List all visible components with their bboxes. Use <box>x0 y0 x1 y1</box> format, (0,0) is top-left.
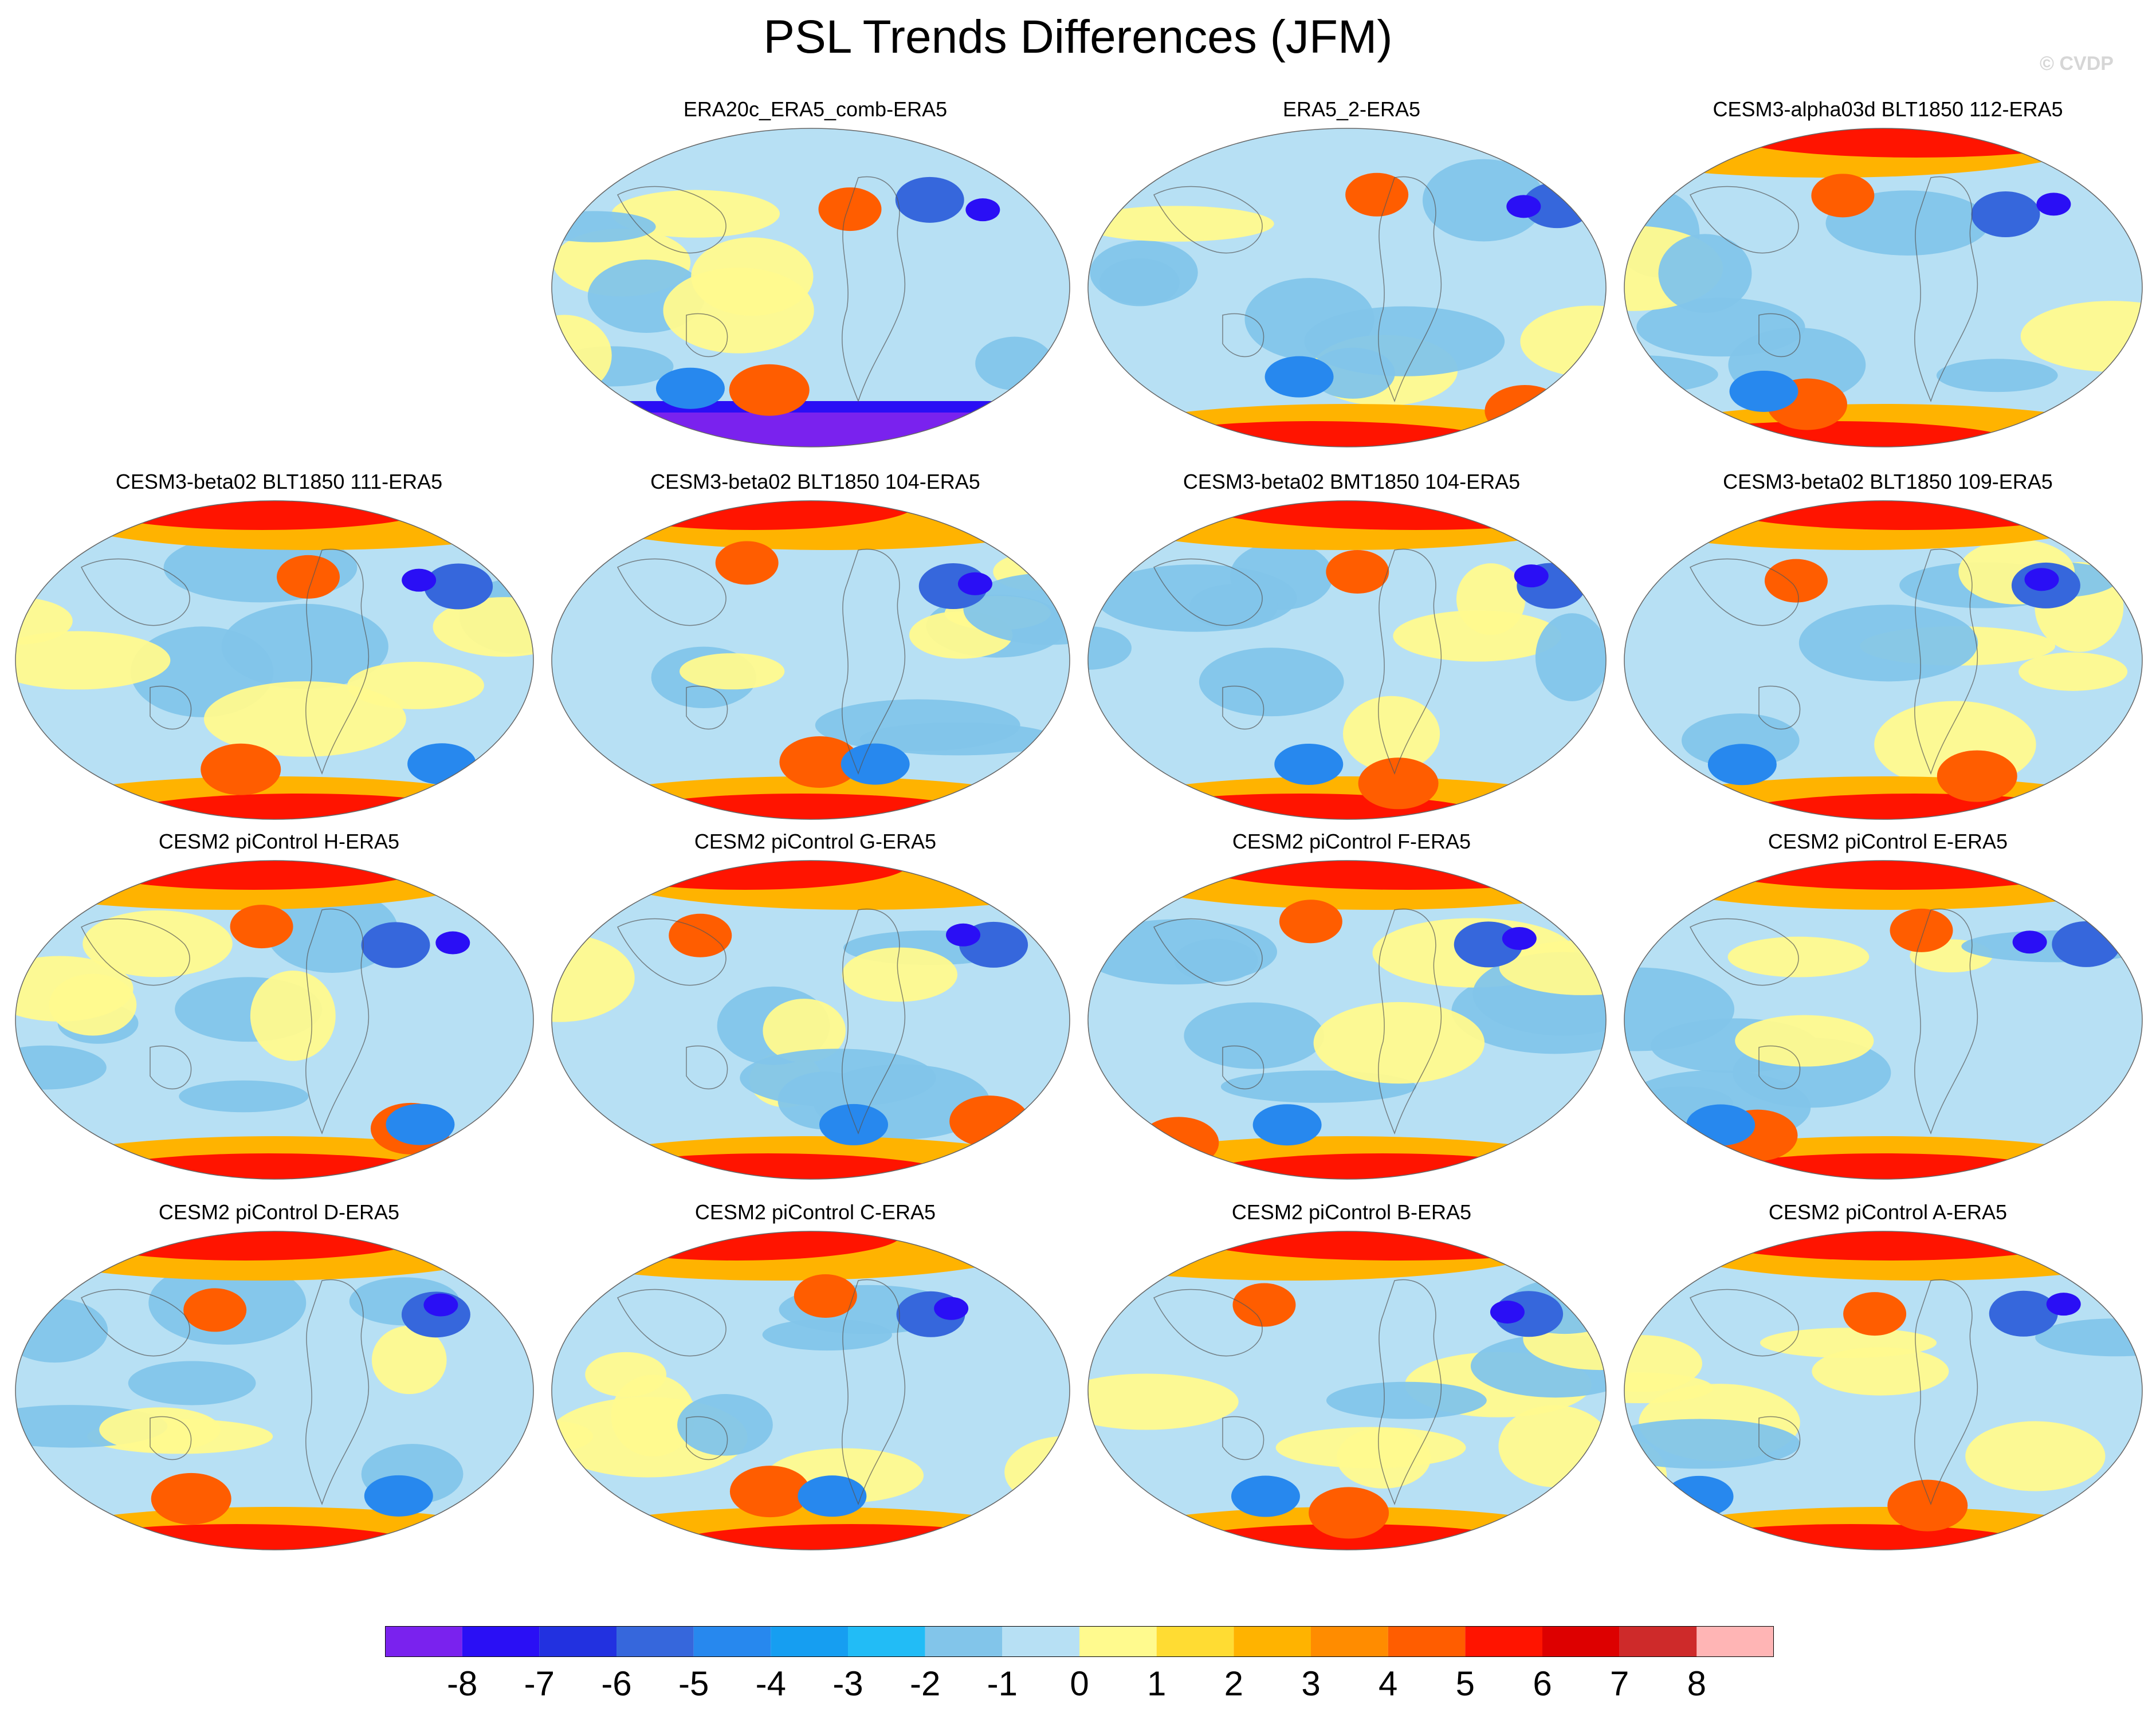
colorbar-swatch <box>693 1626 771 1657</box>
watermark: © CVDP <box>2040 53 2114 74</box>
colorbar-tick-label: -1 <box>987 1664 1018 1703</box>
map-field <box>1087 128 1607 447</box>
colorbar-tick-label: 6 <box>1533 1664 1552 1703</box>
colorbar-swatch <box>925 1626 1003 1657</box>
colorbar-swatch <box>848 1626 925 1657</box>
colorbar-swatch <box>1311 1626 1388 1657</box>
colorbar-tick-label: 8 <box>1687 1664 1707 1703</box>
colorbar-tick-label: 7 <box>1609 1664 1629 1703</box>
map-field <box>551 500 1070 820</box>
map-field <box>1087 500 1607 820</box>
map-field <box>1087 1231 1607 1550</box>
colorbar-swatch <box>1696 1626 1774 1657</box>
colorbar-tick-label: 5 <box>1455 1664 1475 1703</box>
colorbar-swatch <box>1465 1626 1542 1657</box>
colorbar-tick-label: -5 <box>678 1664 709 1703</box>
map-field <box>551 1231 1070 1550</box>
colorbar-tick-label: 0 <box>1070 1664 1089 1703</box>
map-field <box>15 1231 534 1550</box>
map-field <box>15 860 534 1180</box>
colorbar-tick-label: -8 <box>446 1664 478 1703</box>
colorbar-tick-label: -4 <box>755 1664 787 1703</box>
colorbar-swatch <box>1388 1626 1466 1657</box>
map-field <box>551 860 1070 1180</box>
map-field <box>1624 860 2143 1180</box>
colorbar-swatch <box>616 1626 694 1657</box>
colorbar-labels: -8 -7 -6 -5 -4 -3 -2 -1 0 1 2 3 4 5 6 7 8 <box>385 1664 1774 1704</box>
map-field <box>1624 500 2143 820</box>
colorbar-tick-label: -3 <box>832 1664 863 1703</box>
colorbar-tick-label: 2 <box>1224 1664 1244 1703</box>
colorbar <box>385 1626 1774 1657</box>
panel-title: CESM2 piControl B-ERA5 <box>1231 1200 1472 1224</box>
panel-title: CESM2 piControl D-ERA5 <box>158 1200 400 1224</box>
map-field <box>1087 860 1607 1180</box>
panel-title: ERA5_2-ERA5 <box>1282 97 1421 121</box>
colorbar-swatch <box>1542 1626 1620 1657</box>
map-field <box>15 500 534 820</box>
panel-title: CESM3-alpha03d BLT1850 112-ERA5 <box>1713 97 2063 121</box>
page-title: PSL Trends Differences (JFM) <box>763 11 1393 63</box>
map-field <box>1624 1231 2143 1550</box>
panel-title: CESM2 piControl F-ERA5 <box>1232 830 1471 853</box>
colorbar-swatch <box>771 1626 848 1657</box>
colorbar-tick-label: 3 <box>1301 1664 1321 1703</box>
colorbar-swatch <box>1234 1626 1311 1657</box>
colorbar-swatch <box>385 1626 462 1657</box>
colorbar-tick-label: -7 <box>524 1664 555 1703</box>
panel-title: CESM2 piControl G-ERA5 <box>694 830 937 853</box>
colorbar-swatch <box>1079 1626 1157 1657</box>
panel-title: ERA20c_ERA5_comb-ERA5 <box>683 97 948 121</box>
colorbar-tick-label: -6 <box>601 1664 632 1703</box>
colorbar-tick-label: 1 <box>1146 1664 1167 1703</box>
panel-title: CESM2 piControl C-ERA5 <box>694 1200 936 1224</box>
panel-title: CESM2 piControl H-ERA5 <box>158 830 400 853</box>
panel-title: CESM3-beta02 BMT1850 104-ERA5 <box>1183 470 1521 493</box>
colorbar-swatch <box>462 1626 540 1657</box>
colorbar-tick-label: 4 <box>1378 1664 1398 1703</box>
map-field <box>1624 128 2143 447</box>
panel-title: CESM3-beta02 BLT1850 111-ERA5 <box>115 470 443 493</box>
panel-title: CESM2 piControl E-ERA5 <box>1768 830 2008 853</box>
colorbar-swatch <box>1156 1626 1234 1657</box>
map-field <box>551 128 1070 447</box>
panel-title: CESM3-beta02 BLT1850 109-ERA5 <box>1723 470 2053 493</box>
colorbar-swatch <box>539 1626 616 1657</box>
colorbar-tick-label: -2 <box>909 1664 941 1703</box>
panel-title: CESM3-beta02 BLT1850 104-ERA5 <box>650 470 980 493</box>
panel-title: CESM2 piControl A-ERA5 <box>1768 1200 2008 1224</box>
colorbar-swatch <box>1002 1626 1079 1657</box>
colorbar-swatch <box>1619 1626 1697 1657</box>
